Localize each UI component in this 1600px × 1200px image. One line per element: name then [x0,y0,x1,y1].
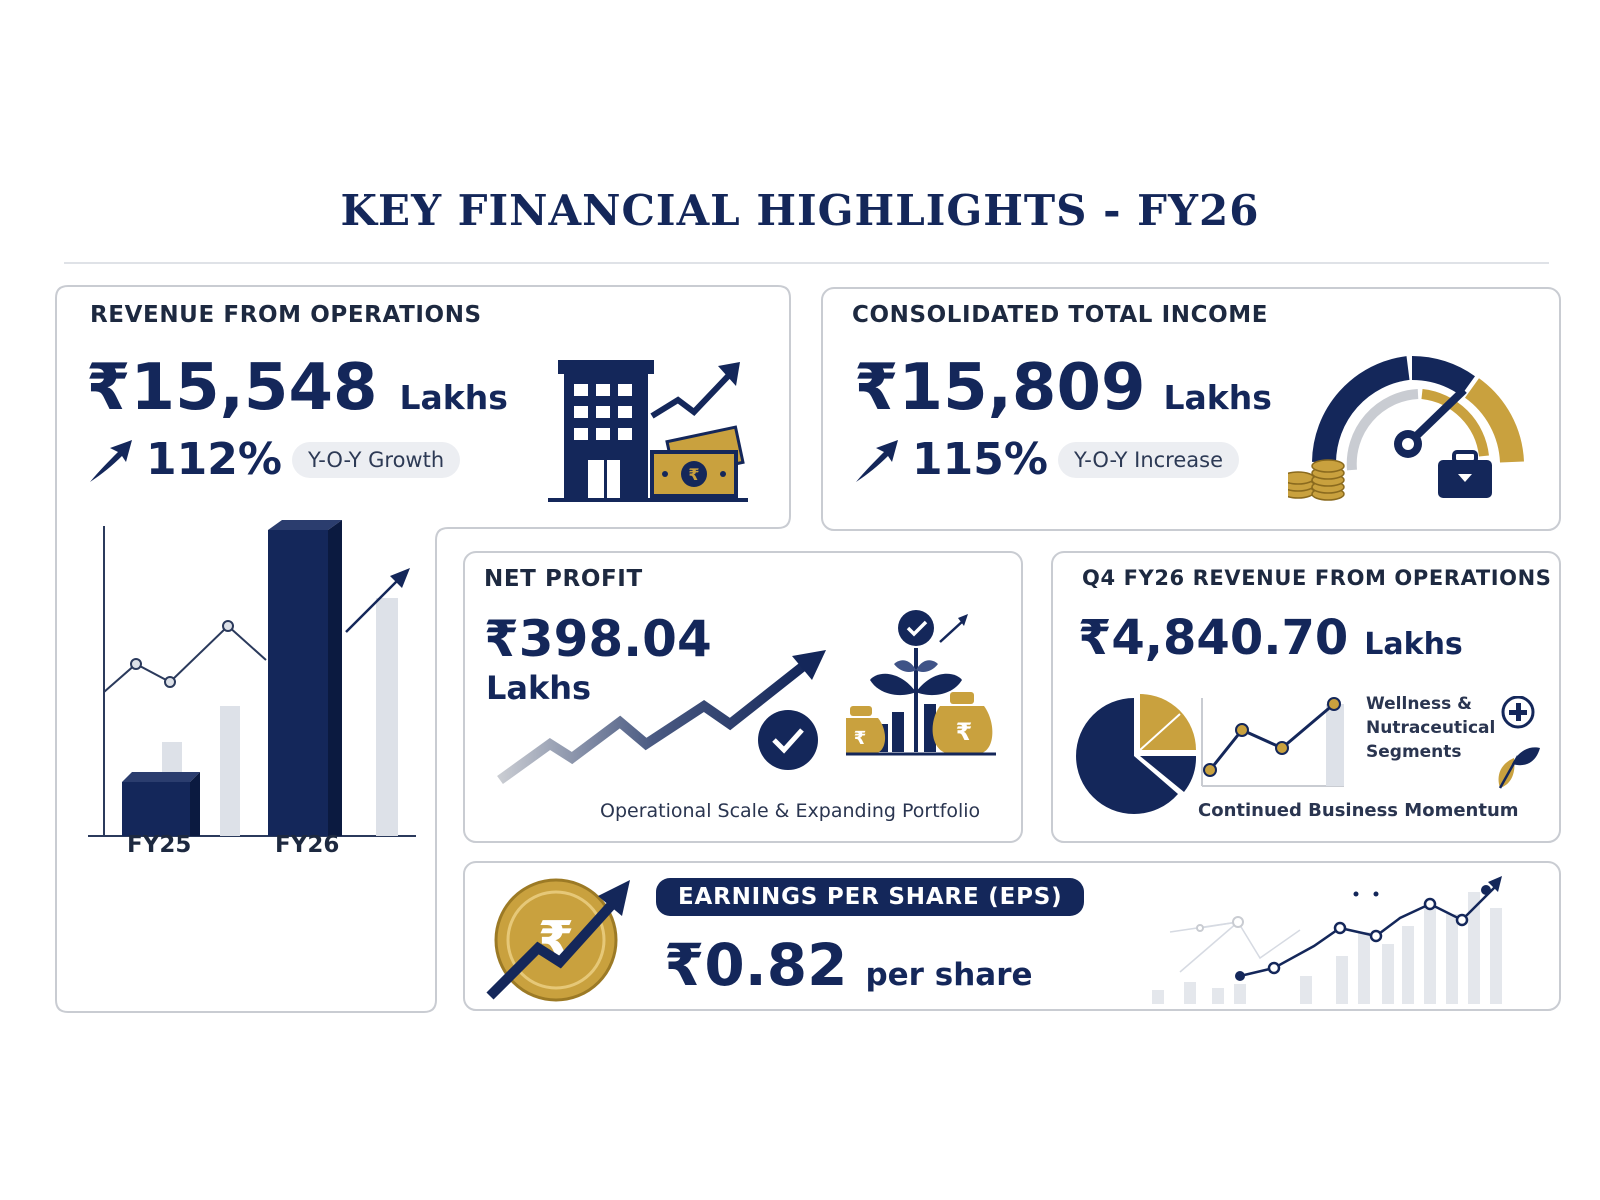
income-value-row: ₹15,809 Lakhs [854,356,1272,420]
q4-value: ₹4,840.70 [1078,610,1349,666]
segment-label-line-1: Wellness & [1366,694,1472,714]
net-profit-trend-arrow [497,650,826,785]
eps-badge: EARNINGS PER SHARE (EPS) [656,878,1085,916]
net-profit-caption: Operational Scale & Expanding Portfolio [600,800,981,822]
q4-unit: Lakhs [1364,627,1463,662]
segment-label-line-3: Segments [1366,742,1462,762]
check-circle-icon [758,710,818,770]
building-with-growth-arrow-icon: ₹ [548,360,748,502]
speedometer-gauge-icon [1288,355,1524,501]
q4-caption: Continued Business Momentum [1198,800,1519,821]
bar-fy25 [122,772,200,836]
revenue-bar-chart [88,520,416,837]
eps-unit: per share [865,957,1033,993]
x-label-fy26: FY26 [275,832,340,858]
growth-arrow-icon [90,440,132,482]
income-unit: Lakhs [1163,378,1272,417]
title-divider [64,262,1549,264]
svg-text:₹: ₹ [688,465,699,484]
eps-growth-chart-icon [1152,876,1502,1004]
revenue-value-row: ₹15,548 Lakhs [86,356,508,420]
revenue-value: ₹15,548 [86,351,378,425]
net-profit-unit: Lakhs [486,669,592,707]
plus-and-leaf-icon [1498,696,1540,789]
income-card-title: CONSOLIDATED TOTAL INCOME [852,302,1269,328]
pie-chart-icon [1076,694,1197,815]
net-profit-card-frame [463,551,1023,843]
rupee-coin-icon: ₹ [486,878,630,1002]
income-growth-percent: 115% [912,434,1048,485]
svg-text:₹: ₹ [956,718,973,746]
trend-markers [130,620,234,688]
segment-label: Wellness & Nutraceutical Segments [1366,692,1495,764]
q4-line-chart-icon [1201,697,1344,787]
segment-label-line-2: Nutraceutical [1366,718,1496,738]
income-card-frame [821,287,1561,531]
growth-arrow-icon [856,440,898,482]
revenue-growth-label: Y-O-Y Growth [291,442,461,478]
q4-card-title: Q4 FY26 REVENUE FROM OPERATIONS [1082,566,1552,590]
chart-growth-arrow [345,577,401,633]
income-growth-label: Y-O-Y Increase [1057,442,1240,478]
eps-value-row: ₹0.82 per share [664,936,1033,994]
revenue-unit: Lakhs [399,378,508,417]
revenue-growth-row: 112% Y-O-Y Growth [86,434,461,485]
income-growth-row: 115% Y-O-Y Increase [852,434,1240,485]
trend-line [103,624,267,693]
income-value: ₹15,809 [854,351,1146,425]
net-profit-title: NET PROFIT [484,566,643,592]
svg-text:₹: ₹ [854,728,867,749]
x-label-fy25: FY25 [127,832,192,858]
q4-value-row: ₹4,840.70 Lakhs [1078,614,1463,662]
revenue-card-title: REVENUE FROM OPERATIONS [90,302,482,328]
net-profit-value: ₹398.04 [484,610,712,668]
revenue-growth-percent: 112% [146,434,282,485]
money-bags-plant-icon: ₹ ₹ [846,610,996,756]
eps-value: ₹0.82 [664,931,848,999]
bar-fy26 [268,520,342,836]
page-title: KEY FINANCIAL HIGHLIGHTS - FY26 [340,186,1260,235]
